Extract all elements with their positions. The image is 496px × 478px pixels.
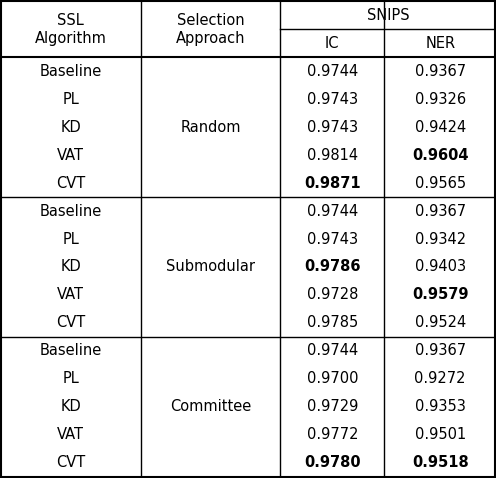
Text: KD: KD xyxy=(61,399,81,414)
Text: CVT: CVT xyxy=(56,175,85,191)
Text: Baseline: Baseline xyxy=(40,64,102,79)
Text: CVT: CVT xyxy=(56,315,85,330)
Text: 0.9403: 0.9403 xyxy=(415,260,466,274)
Text: 0.9786: 0.9786 xyxy=(304,260,361,274)
Text: 0.9780: 0.9780 xyxy=(304,455,361,470)
Text: 0.9353: 0.9353 xyxy=(415,399,466,414)
Text: 0.9565: 0.9565 xyxy=(415,175,466,191)
Text: 0.9367: 0.9367 xyxy=(415,64,466,79)
Text: 0.9518: 0.9518 xyxy=(412,455,469,470)
Text: 0.9342: 0.9342 xyxy=(415,231,466,247)
Text: Random: Random xyxy=(181,120,241,135)
Text: 0.9744: 0.9744 xyxy=(307,204,358,218)
Text: Selection
Approach: Selection Approach xyxy=(176,12,246,46)
Text: 0.9728: 0.9728 xyxy=(307,287,358,303)
Text: 0.9367: 0.9367 xyxy=(415,343,466,358)
Text: 0.9772: 0.9772 xyxy=(307,427,358,442)
Text: PL: PL xyxy=(62,371,79,386)
Text: Baseline: Baseline xyxy=(40,204,102,218)
Text: VAT: VAT xyxy=(57,287,84,303)
Text: KD: KD xyxy=(61,260,81,274)
Text: 0.9743: 0.9743 xyxy=(307,92,358,107)
Text: 0.9744: 0.9744 xyxy=(307,343,358,358)
Text: 0.9743: 0.9743 xyxy=(307,120,358,135)
Text: 0.9700: 0.9700 xyxy=(307,371,358,386)
Text: PL: PL xyxy=(62,92,79,107)
Text: 0.9814: 0.9814 xyxy=(307,148,358,163)
Text: NER: NER xyxy=(425,36,455,51)
Text: 0.9524: 0.9524 xyxy=(415,315,466,330)
Text: CVT: CVT xyxy=(56,455,85,470)
Text: 0.9326: 0.9326 xyxy=(415,92,466,107)
Text: 0.9424: 0.9424 xyxy=(415,120,466,135)
Text: 0.9729: 0.9729 xyxy=(307,399,358,414)
Text: 0.9604: 0.9604 xyxy=(412,148,468,163)
Text: SNIPS: SNIPS xyxy=(367,8,409,23)
Text: 0.9871: 0.9871 xyxy=(304,175,361,191)
Text: KD: KD xyxy=(61,120,81,135)
Text: 0.9272: 0.9272 xyxy=(415,371,466,386)
Text: 0.9579: 0.9579 xyxy=(412,287,468,303)
Text: PL: PL xyxy=(62,231,79,247)
Text: 0.9785: 0.9785 xyxy=(307,315,358,330)
Text: VAT: VAT xyxy=(57,427,84,442)
Text: Submodular: Submodular xyxy=(166,260,255,274)
Text: 0.9501: 0.9501 xyxy=(415,427,466,442)
Text: SSL
Algorithm: SSL Algorithm xyxy=(35,12,107,46)
Text: IC: IC xyxy=(325,36,340,51)
Text: VAT: VAT xyxy=(57,148,84,163)
Text: 0.9743: 0.9743 xyxy=(307,231,358,247)
Text: Baseline: Baseline xyxy=(40,343,102,358)
Text: 0.9744: 0.9744 xyxy=(307,64,358,79)
Text: Committee: Committee xyxy=(170,399,251,414)
Text: 0.9367: 0.9367 xyxy=(415,204,466,218)
